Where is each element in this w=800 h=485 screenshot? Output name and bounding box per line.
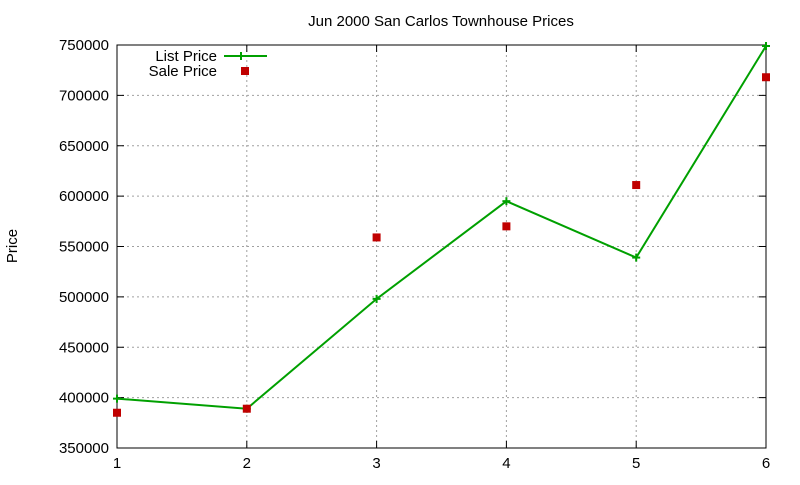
sale-price-point	[372, 233, 381, 242]
sale-price-point	[632, 181, 641, 190]
y-tick-label: 650000	[59, 138, 109, 155]
list-price-point	[502, 197, 511, 206]
list-price-point	[762, 42, 770, 51]
y-tick-label: 550000	[59, 239, 109, 256]
axes	[116, 44, 767, 449]
y-axis-label: Price	[4, 229, 21, 263]
legend-marker-sale-price	[241, 67, 249, 75]
sale-price-point	[762, 73, 770, 82]
x-tick-label: 1	[113, 455, 121, 472]
tick-labels: 350000 400000 450000 500000 550000 600000 6500…	[59, 37, 770, 472]
list-price-line	[116, 45, 767, 410]
grid-lines	[117, 45, 766, 448]
y-tick-label: 500000	[59, 289, 109, 306]
y-tick-label: 350000	[59, 440, 109, 457]
x-tick-label: 6	[762, 455, 770, 472]
series-layer	[113, 42, 770, 417]
plot-border	[116, 44, 767, 449]
x-tick-label: 4	[502, 455, 510, 472]
list-price-point	[632, 253, 641, 262]
y-tick-label: 700000	[59, 87, 109, 104]
legend-label-list-price: List Price	[155, 48, 217, 65]
list-price-point	[113, 394, 121, 403]
x-tick-label: 5	[632, 455, 640, 472]
y-tick-label: 400000	[59, 390, 109, 407]
y-tick-label: 450000	[59, 339, 109, 356]
y-tick-label: 600000	[59, 188, 109, 205]
sale-price-point	[502, 222, 511, 231]
x-tick-label: 2	[243, 455, 251, 472]
x-tick-label: 3	[372, 455, 380, 472]
sale-price-point	[242, 404, 251, 413]
y-tick-label: 750000	[59, 37, 109, 54]
sale-price-point	[113, 408, 121, 417]
chart-title: Jun 2000 San Carlos Townhouse Prices	[308, 13, 574, 30]
list-price-point	[372, 294, 381, 303]
legend-label-sale-price: Sale Price	[149, 63, 217, 80]
